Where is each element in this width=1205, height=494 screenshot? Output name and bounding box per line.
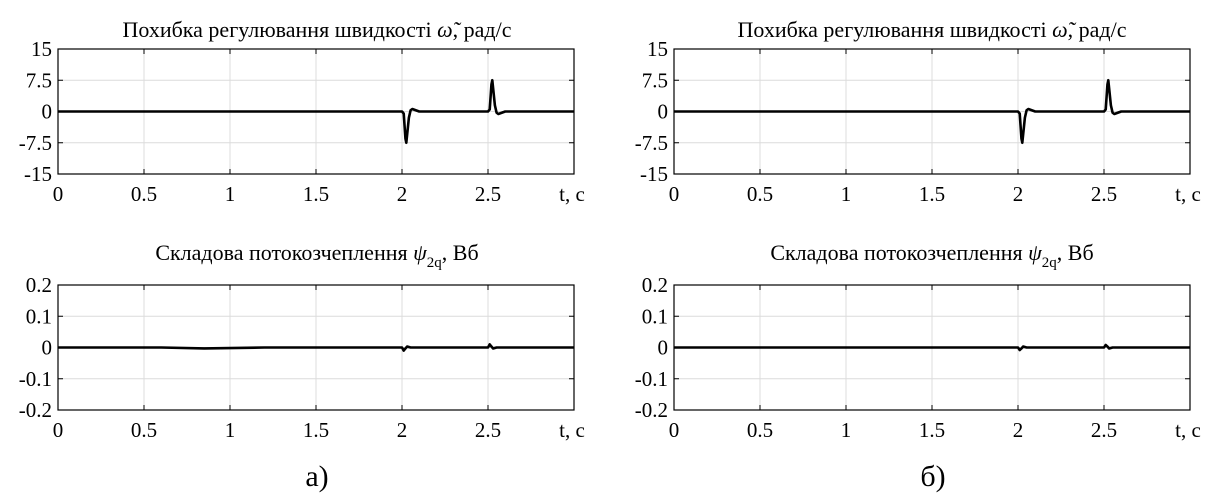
y-tick-label: 0 [42,100,53,124]
x-tick-label: 1.5 [919,418,945,442]
x-tick-label: 0 [669,182,680,206]
title-text: Похибка регулювання швидкості [738,17,1053,42]
y-tick-label: -7.5 [19,131,52,155]
title-symbol: ψ [1028,240,1042,265]
series-line [674,78,1190,145]
x-tick-label: 0 [53,182,64,206]
x-tick-label: 2.5 [475,182,501,206]
x-tick-label: 1 [225,182,236,206]
x-tick-label: 0.5 [747,418,773,442]
y-tick-label: -7.5 [635,131,668,155]
chart-title: Складова потокозчеплення ψ2q, Вб [155,240,478,271]
y-tick-label: -15 [24,162,52,186]
series-line [58,343,574,352]
x-tick-label: 2.5 [1091,418,1117,442]
chart-title: Похибка регулювання швидкості ω̃, рад/с [123,17,512,42]
x-tick-label: 0 [669,418,680,442]
y-tick-label: 0.2 [642,273,668,297]
x-tick-label: 0.5 [747,182,773,206]
x-tick-label: 1 [225,418,236,442]
x-tick-label: 2 [397,418,408,442]
x-axis-label: t, с [1175,418,1201,442]
x-axis-label: t, с [1175,182,1201,206]
y-tick-label: -15 [640,162,668,186]
series-line [58,78,574,145]
chart-3: 0 0.5 1 1.5 2 2.5 t, с 15 7.5 0 -7.5 -15 Похибка рег… [635,17,1201,206]
title-unit: , Вб [1057,240,1094,265]
y-tick-label: 0.2 [26,273,52,297]
x-tick-label: 1.5 [919,182,945,206]
title-symbol: ψ [413,240,427,265]
title-unit: , Вб [442,240,479,265]
caption-a: а) [305,460,328,493]
x-tick-label: 1 [841,418,852,442]
y-tick-label: 15 [31,37,52,61]
x-tick-label: 2.5 [1091,182,1117,206]
x-axis-label: t, с [559,418,585,442]
chart-2: 0 0.5 1 1.5 2 2.5 t, с 0.2 0.1 0 -0.1 -0.2 Складова … [19,240,585,442]
title-subscript: 2q [1042,255,1058,271]
y-tick-label: 0.1 [642,304,668,328]
y-tick-label: -0.1 [635,367,668,391]
y-tick-label: 0 [658,336,669,360]
x-tick-label: 0 [53,418,64,442]
y-tick-label: 7.5 [26,68,52,92]
y-tick-label: -0.2 [19,398,52,422]
y-tick-label: 0.1 [26,304,52,328]
x-tick-label: 1.5 [303,418,329,442]
y-tick-label: 7.5 [642,68,668,92]
x-tick-label: 1 [841,182,852,206]
y-tick-label: -0.2 [635,398,668,422]
title-text: Похибка регулювання швидкості [123,17,438,42]
x-tick-label: 1.5 [303,182,329,206]
x-tick-label: 2 [397,182,408,206]
chart-4: 0 0.5 1 1.5 2 2.5 t, с 0.2 0.1 0 -0.1 -0.2 Складова … [635,240,1201,442]
chart-1: 0 0.5 1 1.5 2 2.5 t, с 15 7.5 0 -7.5 -15 Похибка рег… [19,17,585,206]
chart-title: Похибка регулювання швидкості ω̃, рад/с [738,17,1127,42]
y-tick-label: 0 [42,336,53,360]
y-tick-label: 15 [647,37,668,61]
title-unit: , рад/с [453,17,512,42]
title-subscript: 2q [427,255,443,271]
x-tick-label: 0.5 [131,418,157,442]
y-tick-label: -0.1 [19,367,52,391]
caption-b: б) [920,460,945,493]
x-tick-label: 2 [1013,182,1024,206]
chart-title: Складова потокозчеплення ψ2q, Вб [770,240,1093,271]
title-text: Складова потокозчеплення [770,240,1028,265]
x-tick-label: 0.5 [131,182,157,206]
x-tick-label: 2 [1013,418,1024,442]
series-line [674,343,1190,352]
x-axis-label: t, с [559,182,585,206]
title-text: Складова потокозчеплення [155,240,413,265]
title-unit: , рад/с [1068,17,1127,42]
y-tick-label: 0 [658,100,669,124]
x-tick-label: 2.5 [475,418,501,442]
